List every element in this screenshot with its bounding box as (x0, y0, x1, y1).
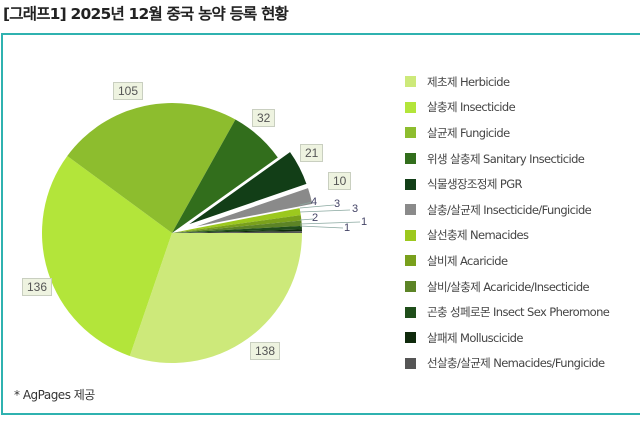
pie-slice-insecticide-fungicide (185, 186, 314, 231)
legend-swatch-icon (405, 281, 416, 293)
pie-slice-insecticide (42, 156, 173, 356)
pie-slice-molluscicide (172, 229, 302, 233)
pie-slice-nemacides-fungicide (172, 231, 302, 233)
legend-swatch-icon (405, 255, 416, 267)
data-label-fungicide: 105 (113, 82, 144, 100)
legend-label: 살선충제 Nemacides (427, 228, 529, 243)
pie-slice-acaricide (172, 215, 302, 233)
legend-item-insecticide: 살충제 Insecticide (405, 95, 609, 121)
legend-item-sanitary-insecticide: 위생 살충제 Sanitary Insecticide (405, 146, 609, 172)
leader-line (299, 201, 313, 206)
legend-label: 살비제 Acaricide (427, 253, 508, 268)
leader-line (299, 204, 335, 209)
legend-swatch-icon (405, 153, 416, 165)
pie-slice-nemacides (172, 208, 301, 233)
legend-swatch-icon (405, 76, 416, 88)
legend-item-nemacides: 살선충제 Nemacides (405, 223, 609, 249)
legend-label: 살충제 Insecticide (427, 100, 516, 115)
legend-swatch-icon (405, 357, 416, 369)
legend-item-fungicide: 살균제 Fungicide (405, 120, 609, 146)
chart-legend: 제초제 Herbicide 살충제 Insecticide 살균제 Fungic… (405, 69, 610, 377)
legend-item-insect-sex-pheromone: 곤충 성페로몬 Insect Sex Pheromone (405, 299, 610, 325)
data-label-acaricide: 3 (334, 198, 341, 210)
legend-item-pgr: 식물생장조정제 PGR (405, 171, 609, 197)
legend-swatch-icon (405, 229, 416, 241)
chart-frame (1, 33, 640, 415)
legend-label: 제초제 Herbicide (427, 74, 510, 89)
legend-item-herbicide: 제초제 Herbicide (405, 69, 609, 95)
data-label-insecticide-fungicide: 10 (328, 172, 352, 190)
legend-item-acaricide-insecticide: 살비/살충제 Acaricide/Insecticide (405, 274, 609, 300)
legend-swatch-icon (405, 178, 416, 190)
data-label-molluscicide: 1 (344, 222, 351, 234)
leader-line (299, 221, 361, 225)
legend-swatch-icon (405, 101, 416, 113)
legend-label: 살균제 Fungicide (427, 125, 510, 140)
legend-swatch-icon (405, 127, 416, 139)
pie-slice-sanitary-insecticide (172, 119, 278, 233)
leader-line (299, 209, 351, 213)
legend-swatch-icon (405, 306, 416, 318)
data-label-herbicide: 138 (250, 342, 281, 360)
legend-label: 선살충/살균제 Nemacides/Fungicide (427, 356, 605, 371)
legend-label: 살비/살충제 Acaricide/Insecticide (427, 279, 590, 294)
pie-slice-pgr (184, 150, 309, 228)
pie-slice-acaricide-insecticide (172, 220, 302, 233)
legend-item-molluscicide: 살패제 Molluscicide (405, 325, 609, 351)
data-label-sanitary-insecticide: 32 (252, 109, 276, 127)
source-note: * AgPages 제공 (14, 388, 95, 402)
legend-item-insecticide-fungicide: 살충/살균제 Insecticide/Fungicide (405, 197, 609, 223)
data-label-nemacides: 4 (311, 196, 318, 208)
legend-label: 식물생장조정제 PGR (427, 177, 523, 192)
legend-item-acaricide: 살비제 Acaricide (405, 248, 609, 274)
legend-label: 곤충 성페로몬 Insect Sex Pheromone (427, 305, 610, 320)
legend-item-nemacides-fungicide: 선살충/살균제 Nemacides/Fungicide (405, 351, 609, 377)
data-label-pgr: 21 (300, 144, 324, 162)
data-label-insecticide: 136 (22, 278, 53, 296)
legend-swatch-icon (405, 204, 416, 216)
leader-line (299, 225, 344, 229)
data-label-pheromone: 2 (312, 212, 319, 224)
legend-swatch-icon (405, 332, 416, 344)
legend-label: 위생 살충제 Sanitary Insecticide (427, 151, 585, 166)
pie-slice-insect-sex-pheromone (172, 225, 302, 233)
data-label-acaricide-insecticide: 3 (352, 203, 359, 215)
pie-slice-fungicide (67, 102, 236, 233)
legend-label: 살패제 Molluscicide (427, 330, 523, 345)
chart-title: [그래프1] 2025년 12월 중국 농약 등록 현황 (3, 5, 289, 23)
pie-slice-herbicide (129, 233, 302, 363)
data-label-nemacides-fungicide: 1 (361, 216, 368, 228)
leader-line (299, 218, 314, 221)
legend-label: 살충/살균제 Insecticide/Fungicide (427, 202, 592, 217)
